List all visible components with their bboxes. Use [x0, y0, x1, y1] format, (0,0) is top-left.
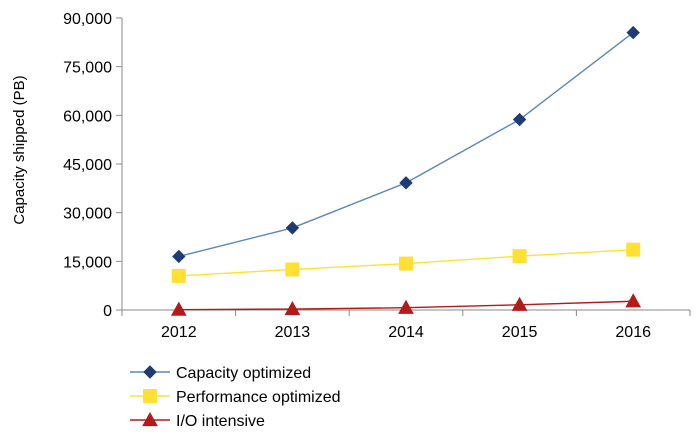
legend-marker	[142, 411, 158, 427]
series-line-0	[178, 32, 634, 258]
series-1	[171, 242, 641, 283]
legend-marker	[143, 365, 157, 379]
legend-label: I/O intensive	[176, 413, 265, 430]
data-point	[398, 299, 414, 314]
data-point	[512, 112, 527, 127]
data-point	[626, 242, 641, 257]
data-point	[512, 249, 527, 264]
y-tick-label: 90,000	[63, 11, 112, 28]
data-point	[626, 25, 640, 40]
y-tick-label: 75,000	[63, 60, 112, 77]
legend-label: Performance optimized	[176, 389, 341, 406]
y-tick-label: 0	[103, 303, 112, 320]
y-tick-label: 60,000	[63, 108, 112, 125]
x-tick-label: 2013	[275, 324, 311, 341]
series-layer	[170, 25, 642, 316]
x-tick-label: 2015	[502, 324, 538, 341]
data-point	[170, 301, 187, 316]
x-tick-label: 2014	[388, 324, 424, 341]
data-point	[511, 296, 528, 311]
data-point	[171, 268, 186, 283]
legend: Capacity optimized Performance optimized I…	[130, 365, 341, 430]
x-tick-label: 2016	[615, 324, 651, 341]
data-point	[172, 249, 186, 264]
series-2	[170, 293, 642, 316]
legend-label: Capacity optimized	[176, 365, 311, 382]
y-tick-label: 15,000	[63, 254, 112, 271]
data-point	[284, 300, 301, 316]
series-0	[172, 25, 640, 264]
legend-marker	[143, 389, 157, 403]
data-point	[399, 256, 413, 271]
legend-item-2: I/O intensive	[130, 411, 265, 430]
data-point	[285, 262, 300, 277]
y-tick-label: 30,000	[63, 206, 112, 223]
data-point	[399, 176, 413, 190]
data-point	[285, 221, 300, 235]
legend-item-1: Performance optimized	[130, 389, 341, 406]
y-axis-title: Capacity shipped (PB)	[11, 75, 28, 224]
x-tick-label: 2012	[161, 324, 197, 341]
axis-layer: 0 15,000 30,000 45,000 60,000 75,000 90,000 201…	[11, 11, 691, 341]
legend-item-0: Capacity optimized	[130, 365, 311, 382]
data-point	[625, 293, 642, 308]
y-tick-label: 45,000	[63, 157, 112, 174]
